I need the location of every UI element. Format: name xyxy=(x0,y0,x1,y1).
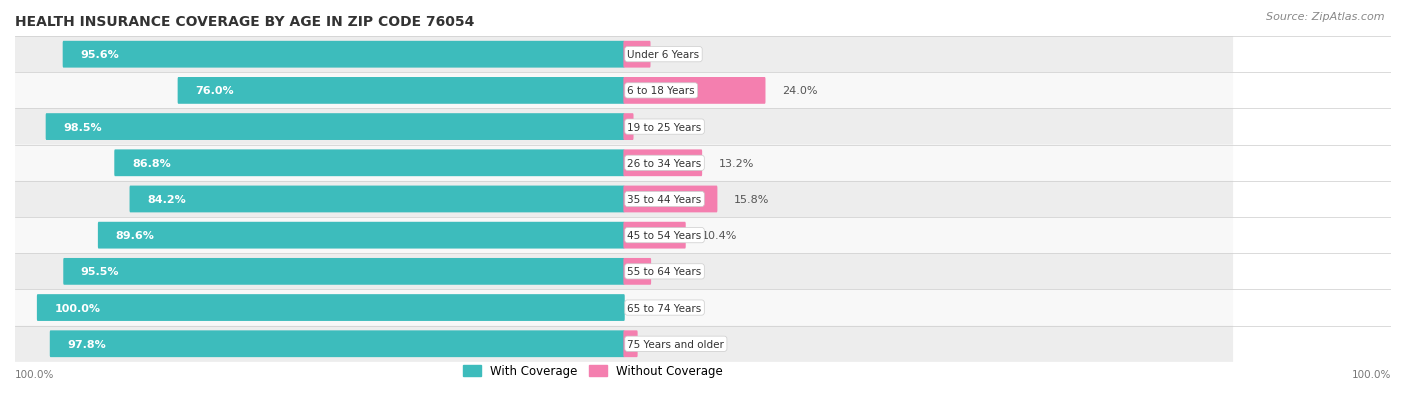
FancyBboxPatch shape xyxy=(98,222,624,249)
FancyBboxPatch shape xyxy=(15,37,1233,73)
FancyBboxPatch shape xyxy=(623,78,765,104)
Text: 2.2%: 2.2% xyxy=(654,339,682,349)
FancyBboxPatch shape xyxy=(63,42,624,69)
Text: 13.2%: 13.2% xyxy=(718,159,754,169)
FancyBboxPatch shape xyxy=(623,330,638,357)
FancyBboxPatch shape xyxy=(15,145,1233,181)
Text: 97.8%: 97.8% xyxy=(67,339,105,349)
FancyBboxPatch shape xyxy=(15,290,1233,326)
Text: 75 Years and older: 75 Years and older xyxy=(627,339,724,349)
FancyBboxPatch shape xyxy=(15,218,1233,254)
Text: 6 to 18 Years: 6 to 18 Years xyxy=(627,86,695,96)
FancyBboxPatch shape xyxy=(15,73,1233,109)
Text: 55 to 64 Years: 55 to 64 Years xyxy=(627,267,702,277)
Text: 84.2%: 84.2% xyxy=(148,195,186,204)
Text: 76.0%: 76.0% xyxy=(195,86,233,96)
Text: 45 to 54 Years: 45 to 54 Years xyxy=(627,230,702,241)
Text: 100.0%: 100.0% xyxy=(15,369,55,379)
Text: 1.5%: 1.5% xyxy=(650,122,678,132)
FancyBboxPatch shape xyxy=(63,259,624,285)
Text: 35 to 44 Years: 35 to 44 Years xyxy=(627,195,702,204)
FancyBboxPatch shape xyxy=(623,42,651,69)
FancyBboxPatch shape xyxy=(114,150,624,177)
FancyBboxPatch shape xyxy=(623,150,702,177)
Text: Under 6 Years: Under 6 Years xyxy=(627,50,700,60)
Text: 0.0%: 0.0% xyxy=(641,303,669,313)
Text: 86.8%: 86.8% xyxy=(132,159,170,169)
Text: 98.5%: 98.5% xyxy=(63,122,101,132)
FancyBboxPatch shape xyxy=(15,109,1233,145)
FancyBboxPatch shape xyxy=(623,259,651,285)
Text: 26 to 34 Years: 26 to 34 Years xyxy=(627,159,702,169)
Text: Source: ZipAtlas.com: Source: ZipAtlas.com xyxy=(1267,12,1385,22)
Text: 100.0%: 100.0% xyxy=(1351,369,1391,379)
Legend: With Coverage, Without Coverage: With Coverage, Without Coverage xyxy=(458,360,728,382)
FancyBboxPatch shape xyxy=(177,78,624,104)
Text: 95.5%: 95.5% xyxy=(82,267,120,277)
FancyBboxPatch shape xyxy=(15,326,1233,362)
FancyBboxPatch shape xyxy=(45,114,624,141)
FancyBboxPatch shape xyxy=(129,186,624,213)
FancyBboxPatch shape xyxy=(15,254,1233,290)
Text: 4.4%: 4.4% xyxy=(666,50,696,60)
Text: 19 to 25 Years: 19 to 25 Years xyxy=(627,122,702,132)
FancyBboxPatch shape xyxy=(623,114,634,141)
FancyBboxPatch shape xyxy=(623,186,717,213)
FancyBboxPatch shape xyxy=(623,222,686,249)
Text: 95.6%: 95.6% xyxy=(80,50,120,60)
Text: 24.0%: 24.0% xyxy=(782,86,817,96)
Text: 10.4%: 10.4% xyxy=(702,230,737,241)
Text: 89.6%: 89.6% xyxy=(115,230,155,241)
Text: 65 to 74 Years: 65 to 74 Years xyxy=(627,303,702,313)
Text: 100.0%: 100.0% xyxy=(55,303,100,313)
FancyBboxPatch shape xyxy=(37,294,624,321)
FancyBboxPatch shape xyxy=(49,330,624,357)
Text: HEALTH INSURANCE COVERAGE BY AGE IN ZIP CODE 76054: HEALTH INSURANCE COVERAGE BY AGE IN ZIP … xyxy=(15,15,474,29)
Text: 15.8%: 15.8% xyxy=(734,195,769,204)
Text: 4.5%: 4.5% xyxy=(668,267,696,277)
FancyBboxPatch shape xyxy=(15,181,1233,218)
